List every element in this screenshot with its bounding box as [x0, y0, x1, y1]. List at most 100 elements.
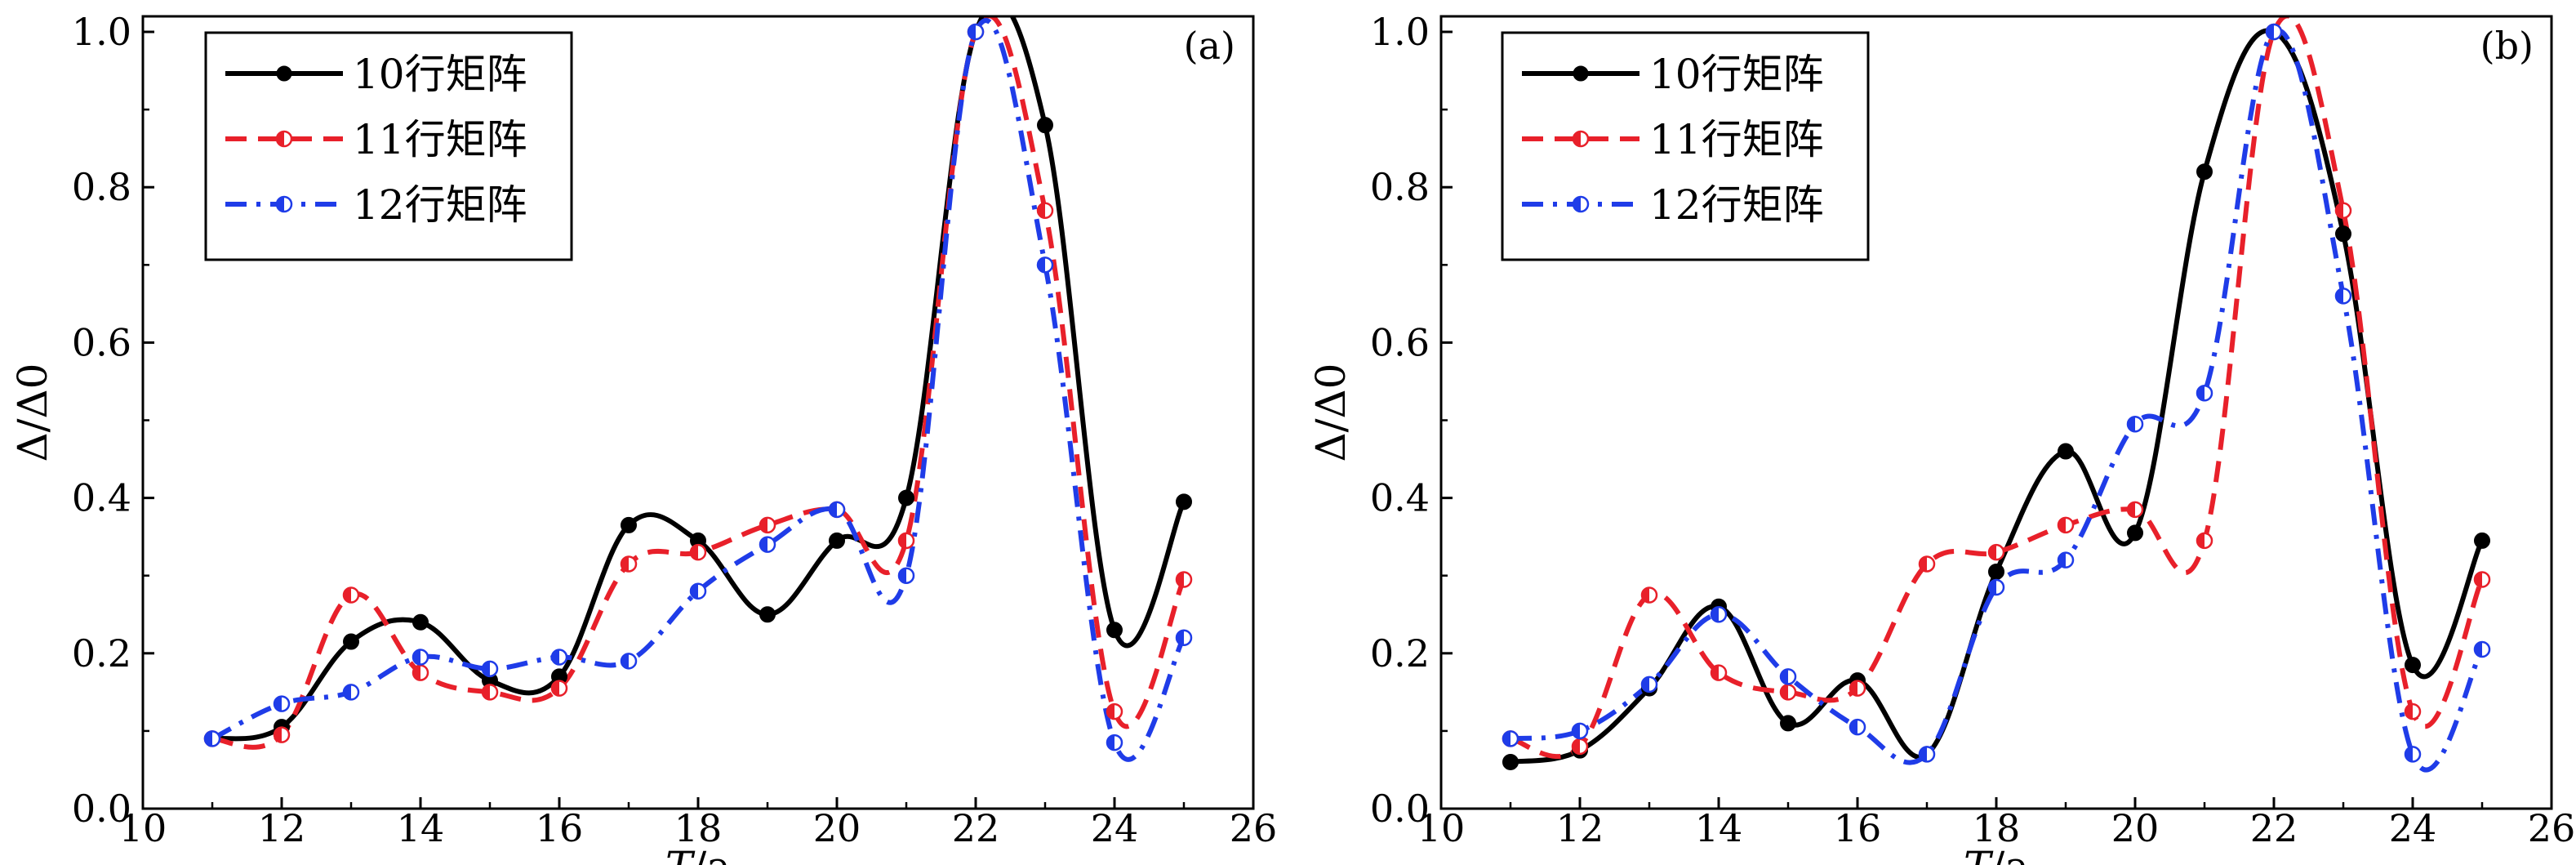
data-point	[1175, 629, 1193, 647]
data-point	[342, 586, 360, 604]
x-tick-label: 12	[258, 806, 306, 850]
data-point	[897, 567, 915, 584]
data-point	[342, 684, 360, 701]
x-axis-unit: /a	[1991, 843, 2029, 865]
x-tick-label: 10	[119, 806, 167, 850]
data-point	[1106, 702, 1123, 720]
data-point	[897, 532, 915, 550]
x-tick-label: 16	[536, 806, 584, 850]
data-point	[1571, 722, 1589, 740]
data-point	[273, 726, 291, 743]
x-tick-label: 24	[1091, 806, 1139, 850]
data-point	[1502, 730, 1519, 747]
data-point	[1106, 733, 1123, 751]
data-point	[2196, 163, 2213, 181]
data-point	[2057, 551, 2075, 568]
x-tick-label: 12	[1556, 806, 1604, 850]
data-point	[2404, 702, 2422, 720]
data-point	[273, 695, 291, 712]
y-tick-label: 0.2	[72, 631, 131, 676]
data-point	[1036, 202, 1054, 219]
data-point	[759, 516, 776, 534]
legend-marker-fill	[1573, 197, 1581, 212]
data-point	[1780, 715, 1796, 732]
y-tick-label: 0.0	[72, 787, 131, 831]
data-point	[2126, 416, 2144, 433]
data-point	[1502, 753, 1519, 770]
data-point	[481, 684, 499, 701]
data-point	[2473, 640, 2491, 658]
data-point	[2334, 202, 2352, 219]
legend-marker-fill	[1573, 132, 1581, 146]
data-point	[2335, 225, 2351, 243]
x-axis-title: T/a	[665, 843, 731, 865]
data-point	[1987, 578, 2005, 596]
legend-label: 10行矩阵	[353, 51, 527, 98]
y-tick-label: 0.8	[1370, 165, 1430, 209]
legend: 10行矩阵 11行矩阵 12行矩阵	[1501, 31, 1870, 261]
data-point	[1106, 622, 1123, 639]
data-point	[2058, 443, 2074, 460]
data-point	[1037, 117, 1053, 134]
data-point	[759, 606, 776, 623]
y-tick-label: 0.6	[1370, 320, 1430, 364]
y-tick-label: 0.8	[72, 165, 131, 209]
legend-marker	[1573, 65, 1589, 82]
x-tick-label: 18	[1973, 806, 2021, 850]
data-point	[1779, 668, 1797, 685]
x-tick-label: 14	[1695, 806, 1743, 850]
data-point	[621, 516, 637, 533]
panel-a: 10 12 14 16 18 20 22 24 26 0.0 0.2 0.4 0.6 0.8 1.0 T/a Δ…	[9, 10, 1277, 865]
data-point	[2196, 532, 2213, 550]
legend-label: 12行矩阵	[1649, 181, 1824, 229]
data-point	[1918, 746, 1936, 763]
x-tick-label: 18	[674, 806, 723, 850]
x-tick-label: 20	[2111, 806, 2160, 850]
x-axis-symbol: T	[1964, 843, 1994, 865]
data-point	[2405, 657, 2421, 674]
y-tick-label: 0.6	[72, 320, 131, 364]
data-point	[1987, 543, 2005, 561]
data-point	[2474, 532, 2490, 549]
data-point	[412, 613, 429, 631]
y-axis-title: Δ/Δ0	[9, 363, 56, 462]
data-point	[1779, 684, 1797, 701]
x-tick-label: 24	[2389, 806, 2437, 850]
x-axis-symbol: T	[665, 843, 696, 865]
y-tick-label: 0.0	[1370, 787, 1430, 831]
data-point	[1710, 606, 1728, 623]
y-axis-title: Δ/Δ0	[1307, 363, 1355, 462]
legend-marker-fill	[277, 132, 284, 146]
legend-label: 11行矩阵	[353, 116, 527, 163]
data-point	[412, 649, 429, 666]
data-point	[689, 543, 707, 561]
data-point	[2334, 288, 2352, 305]
data-point	[2404, 746, 2422, 763]
data-point	[2127, 524, 2143, 542]
data-point	[2265, 23, 2283, 41]
y-tick-label: 0.4	[72, 476, 131, 520]
data-point	[412, 664, 429, 681]
legend-label: 10行矩阵	[1649, 51, 1824, 98]
y-tick-label: 1.0	[72, 10, 131, 54]
legend-marker	[276, 65, 292, 82]
x-tick-label: 14	[397, 806, 445, 850]
series-line-3	[211, 18, 1186, 762]
y-tick-label: 1.0	[1370, 10, 1430, 54]
data-point	[343, 633, 359, 650]
legend-label: 11行矩阵	[1649, 116, 1824, 163]
x-axis-title: T/a	[1964, 843, 2029, 865]
data-point	[620, 653, 638, 670]
data-point	[1710, 664, 1728, 681]
x-tick-label: 10	[1417, 806, 1466, 850]
data-point	[1571, 738, 1589, 756]
data-point	[1640, 586, 1658, 604]
data-point	[1176, 493, 1192, 511]
data-point	[481, 660, 499, 678]
legend-label: 12行矩阵	[353, 181, 527, 229]
data-point	[1175, 571, 1193, 588]
data-point	[2196, 384, 2213, 402]
data-point	[967, 23, 985, 41]
y-tick-label: 0.2	[1370, 631, 1430, 676]
